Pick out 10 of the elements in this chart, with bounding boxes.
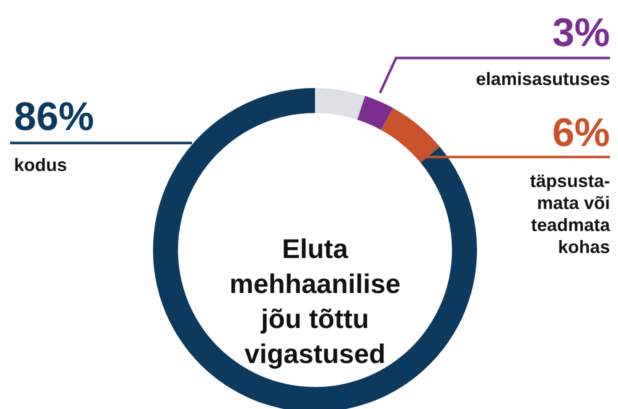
donut-slice [357,96,394,130]
slice-label: täpsusta-mata või teadmata kohas [530,171,611,257]
text: Eluta mehhaanilise jõu tõttu vigastused [229,234,401,369]
slice-label: elamisasutuses [476,69,610,89]
slice-label: kodus [14,155,68,175]
data-label: 6% [552,111,610,155]
data-label: 3% [552,11,610,55]
donut-slice [381,108,440,163]
donut-slice [315,88,366,120]
data-label: 86% [14,95,94,139]
